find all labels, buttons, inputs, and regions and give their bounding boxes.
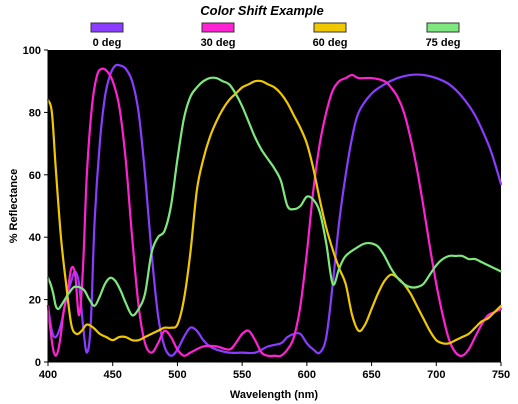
legend-label-75-deg: 75 deg bbox=[426, 37, 461, 49]
y-tick-label: 100 bbox=[23, 45, 41, 57]
legend-swatch-75-deg bbox=[426, 22, 460, 33]
legend-swatch-30-deg bbox=[201, 22, 235, 33]
x-tick-label: 600 bbox=[298, 369, 316, 381]
series-line-30-deg bbox=[46, 67, 503, 358]
series-line-75-deg bbox=[46, 76, 503, 317]
series-line-60-deg bbox=[46, 79, 503, 345]
legend-label-30-deg: 30 deg bbox=[201, 37, 236, 49]
x-tick-label: 550 bbox=[233, 369, 251, 381]
y-ticks: 0 20 40 60 80 100 bbox=[23, 45, 48, 369]
plot-lines bbox=[46, 63, 503, 358]
y-tick-label: 80 bbox=[29, 107, 41, 119]
y-tick-label: 40 bbox=[29, 232, 41, 244]
legend: 0 deg 30 deg 60 deg 75 deg bbox=[90, 22, 461, 49]
x-ticks: 400 450 500 550 600 650 700 750 bbox=[39, 362, 510, 381]
x-axis-title: Wavelength (nm) bbox=[230, 389, 319, 401]
plot-area bbox=[48, 50, 501, 362]
legend-label-0-deg: 0 deg bbox=[93, 37, 122, 49]
x-tick-label: 450 bbox=[104, 369, 122, 381]
axes bbox=[47, 50, 501, 363]
chart-title: Color Shift Example bbox=[200, 3, 324, 18]
legend-swatch-0-deg bbox=[90, 22, 124, 33]
y-tick-label: 60 bbox=[29, 170, 41, 182]
x-tick-label: 500 bbox=[168, 369, 186, 381]
y-tick-label: 20 bbox=[29, 295, 41, 307]
y-axis-title: % Reflectance bbox=[8, 169, 20, 244]
y-tick-label: 0 bbox=[35, 357, 41, 369]
x-tick-label: 400 bbox=[39, 369, 57, 381]
x-tick-label: 700 bbox=[427, 369, 445, 381]
x-tick-label: 650 bbox=[362, 369, 380, 381]
legend-label-60-deg: 60 deg bbox=[313, 37, 348, 49]
x-tick-label: 750 bbox=[492, 369, 510, 381]
legend-swatch-60-deg bbox=[313, 22, 347, 33]
